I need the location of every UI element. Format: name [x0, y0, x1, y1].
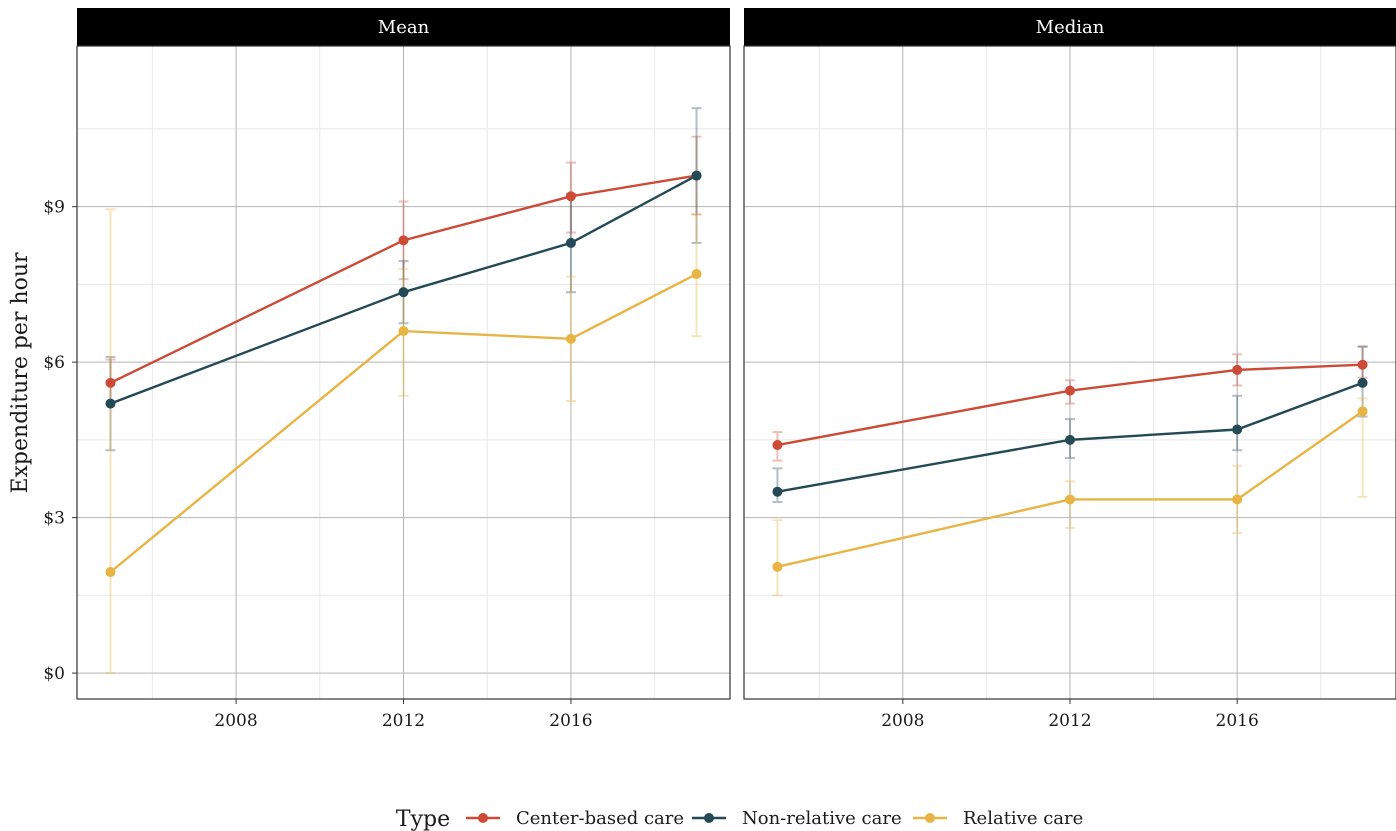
- error-bar: [772, 467, 783, 504]
- y-tick-label: $0: [43, 664, 65, 684]
- series-line: [777, 381, 1363, 493]
- data-point: [398, 235, 409, 246]
- y-tick-label: $6: [43, 353, 65, 373]
- y-tick-label: $9: [43, 198, 65, 218]
- data-point: [105, 567, 116, 578]
- panel-mean: Mean 2008 2012 2016 $0 $3 $6 $9: [43, 8, 731, 731]
- data-point: [398, 326, 409, 337]
- data-point: [1232, 364, 1243, 375]
- series-line: [777, 363, 1363, 447]
- series-line: [109, 272, 698, 573]
- data-point: [772, 486, 783, 497]
- x-tick-label: 2016: [549, 711, 592, 731]
- facet-title: Mean: [378, 17, 430, 38]
- legend-key-point: [478, 813, 488, 823]
- data-point: [772, 440, 783, 451]
- x-tick-label: 2008: [214, 711, 257, 731]
- legend-key-point: [704, 813, 714, 823]
- legend-label: Center-based care: [516, 808, 684, 829]
- data-point: [1065, 494, 1075, 505]
- data-point: [691, 269, 702, 280]
- y-tick-label: $3: [43, 509, 65, 529]
- chart-panels: Mean 2008 2012 2016 $0 $3 $6 $9 Median 2008 2012 20…: [43, 8, 1396, 731]
- data-point: [1065, 434, 1075, 445]
- legend-entry: Center-based care: [466, 808, 684, 829]
- data-point: [565, 333, 576, 344]
- panel-median: Median 2008 2012 2016: [743, 8, 1396, 731]
- legend-items: Center-based care Non-relative care Relati…: [466, 808, 1083, 829]
- error-bar: [1065, 480, 1075, 529]
- series-line: [110, 174, 698, 405]
- legend-label: Relative care: [963, 808, 1083, 829]
- facet-strip: [77, 8, 730, 46]
- data-point: [1357, 406, 1368, 417]
- data-point: [565, 191, 576, 202]
- series-line: [109, 174, 697, 384]
- data-point: [772, 561, 783, 572]
- data-point: [105, 377, 116, 388]
- error-bar: [1232, 394, 1243, 452]
- x-tick-label: 2008: [881, 711, 924, 731]
- x-tick-label: 2016: [1216, 711, 1259, 731]
- data-point: [565, 237, 576, 248]
- data-point: [398, 287, 409, 298]
- data-point: [1357, 359, 1368, 370]
- facet-title: Median: [1036, 17, 1105, 38]
- error-bar: [772, 519, 783, 597]
- series-line: [777, 410, 1364, 569]
- x-tick-label: 2012: [1048, 711, 1091, 731]
- data-point: [1065, 385, 1075, 396]
- data-point: [105, 398, 116, 409]
- legend-entry: Relative care: [913, 808, 1083, 829]
- error-bar: [105, 208, 116, 675]
- legend-key-point: [925, 813, 935, 823]
- data-point: [691, 170, 702, 181]
- data-point: [1232, 424, 1243, 435]
- x-tick-label: 2012: [382, 711, 425, 731]
- data-point: [1357, 377, 1368, 388]
- data-point: [1232, 494, 1243, 505]
- facet-strip: [744, 8, 1396, 46]
- legend-label: Non-relative care: [742, 808, 902, 829]
- legend-title: Type: [396, 807, 450, 831]
- legend-entry: Non-relative care: [692, 808, 902, 829]
- legend: Type Center-based care Non-relative care R…: [396, 807, 1083, 831]
- y-axis-title: Expenditure per hour: [8, 252, 33, 494]
